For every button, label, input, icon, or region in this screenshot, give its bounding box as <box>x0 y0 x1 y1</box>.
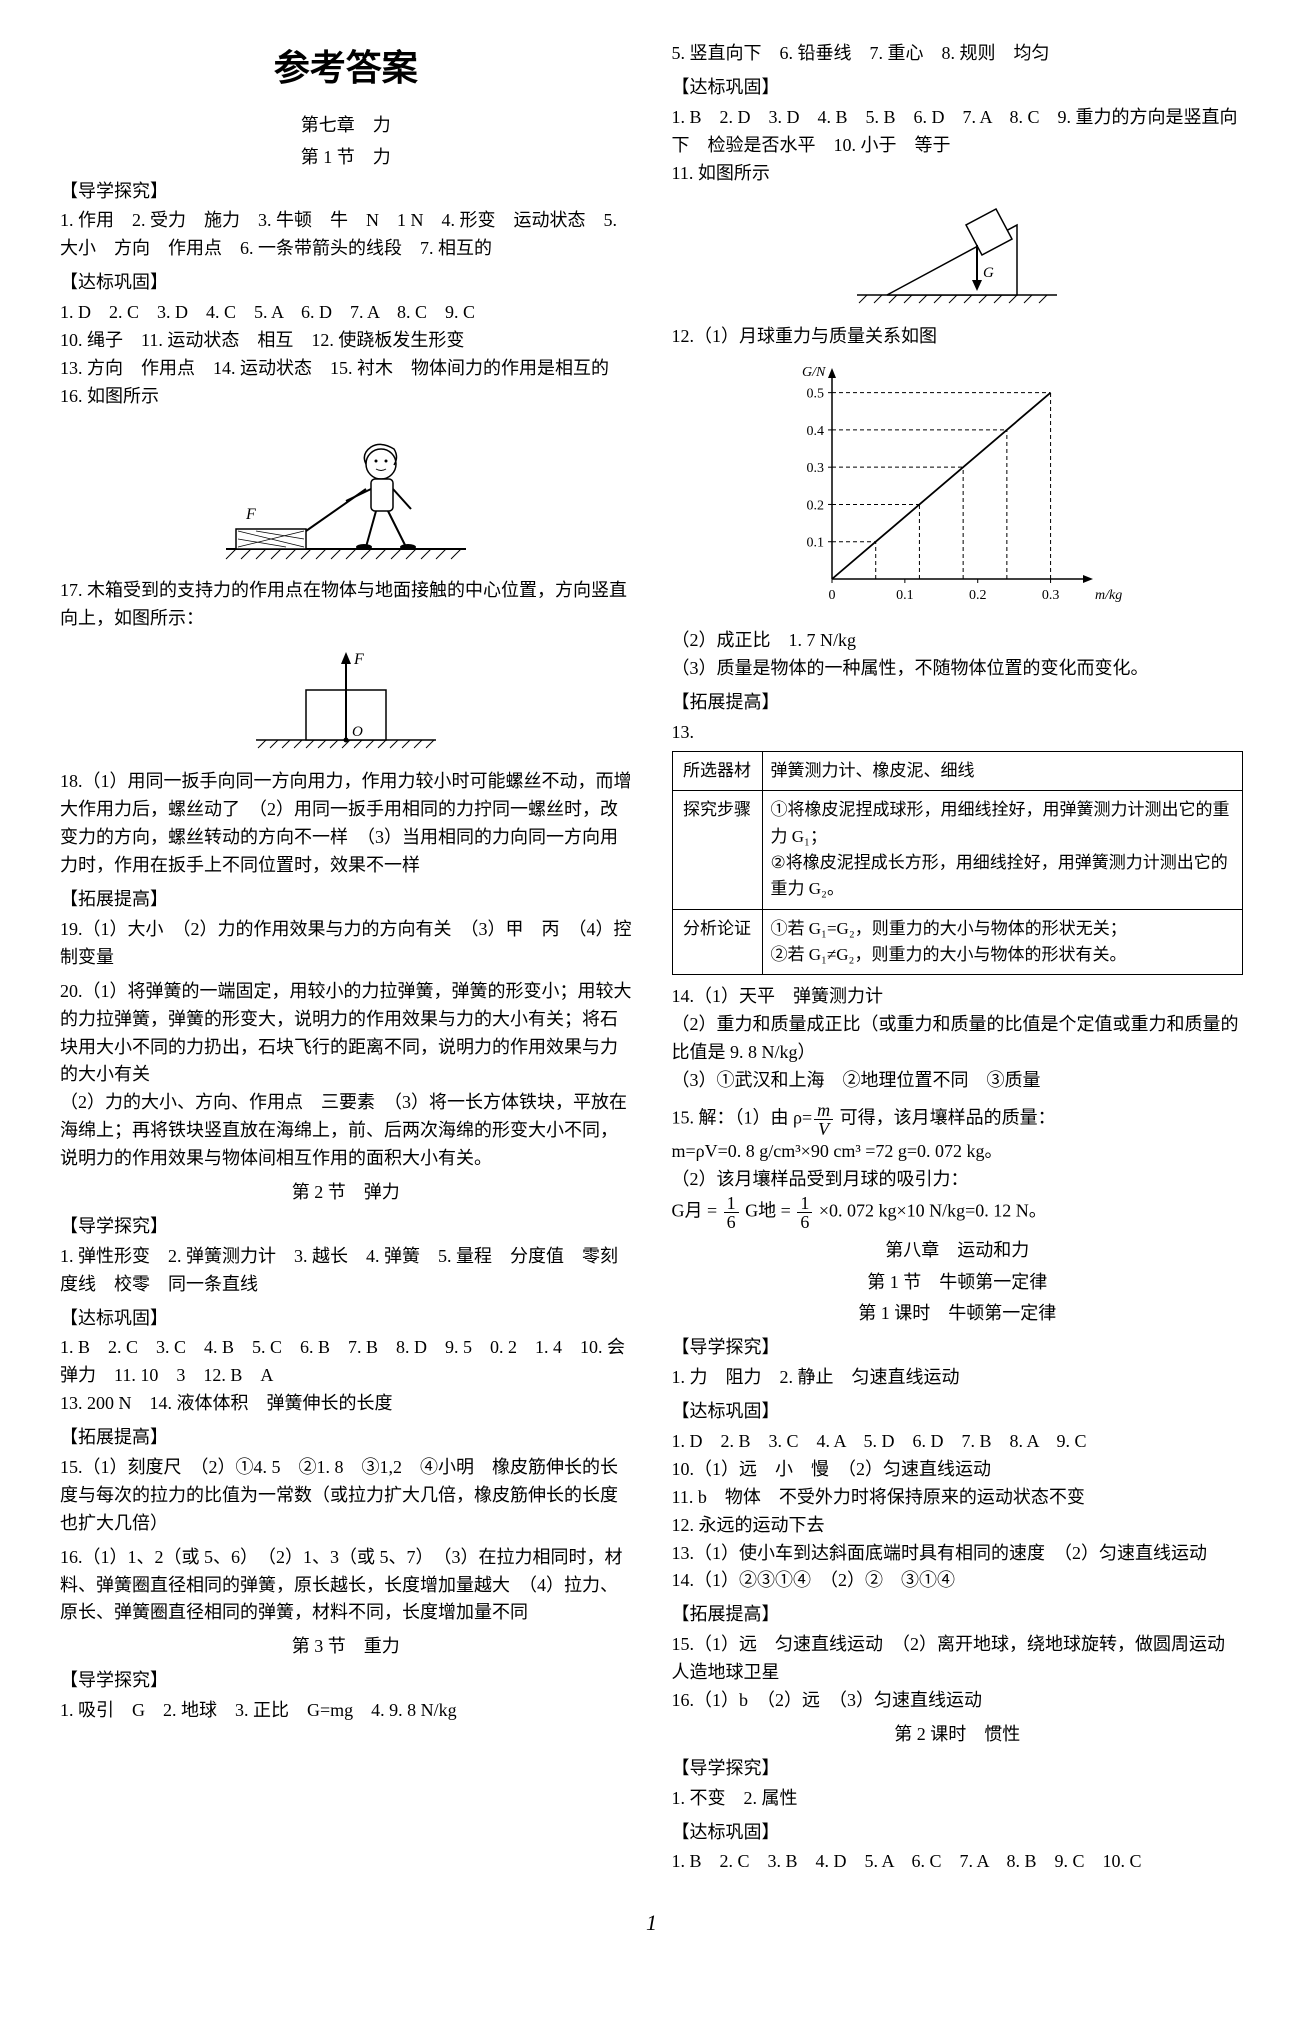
table-row: 探究步骤 ①将橡皮泥捏成球形，用细线拴好，用弹簧测力计测出它的重力 G₁； ②将… <box>672 791 1243 909</box>
table-row: 所选器材 弹簧测力计、橡皮泥、细线 <box>672 751 1243 790</box>
figure-q17: O F <box>60 640 632 760</box>
text-r-q12c: （3）质量是物体的一种属性，不随物体位置的变化而变化。 <box>672 655 1244 683</box>
heading-tztg-1: 【拓展提高】 <box>60 886 632 914</box>
cell-r1c2: 弹簧测力计、橡皮泥、细线 <box>762 751 1243 790</box>
text-dbgg-1b: 10. 绳子 11. 运动状态 相互 12. 使跷板发生形变 <box>60 327 632 355</box>
heading-r-dxtq3: 【导学探究】 <box>672 1755 1244 1783</box>
text-r-top: 5. 竖直向下 6. 铅垂线 7. 重心 8. 规则 均匀 <box>672 40 1244 68</box>
text-q17: 17. 木箱受到的支持力的作用点在物体与地面接触的中心位置，方向竖直向上，如图所… <box>60 577 632 633</box>
text-r-dbgg-a: 1. B 2. D 3. D 4. B 5. B 6. D 7. A 8. C … <box>672 104 1244 160</box>
text-r-dbgg2a: 1. D 2. B 3. C 4. A 5. D 6. D 7. B 8. A … <box>672 1428 1244 1456</box>
heading-tztg-2: 【拓展提高】 <box>60 1424 632 1452</box>
text-dbgg-1d: 16. 如图所示 <box>60 383 632 411</box>
moon-gravity-chart: 0.1 0.2 0.3 0.4 0.5 0 0.1 0.2 0.3 G/N m/kg <box>672 359 1244 619</box>
text-r-q13lbl: 13. <box>672 719 1244 747</box>
chapter-8-title: 第八章 运动和力 <box>672 1237 1244 1265</box>
text-r-dbgg2f: 14.（1）②③①④ （2）② ③①④ <box>672 1567 1244 1595</box>
text-r-q15d: G月 = 16 G地 = 16 ×0. 072 kg×10 N/kg=0. 12… <box>672 1194 1244 1231</box>
page-number: 1 <box>60 1876 1243 1940</box>
cell-r3c1: 分析论证 <box>672 909 762 975</box>
heading-dxtq-3: 【导学探究】 <box>60 1667 632 1695</box>
section-8-1-title: 第 1 节 牛顿第一定律 <box>672 1269 1244 1297</box>
svg-text:0.1: 0.1 <box>896 588 914 603</box>
text-r-dbgg2c: 11. b 物体 不受外力时将保持原来的运动状态不变 <box>672 1484 1244 1512</box>
svg-text:0.2: 0.2 <box>969 588 987 603</box>
heading-r-dbgg: 【达标巩固】 <box>672 74 1244 102</box>
svg-text:0.1: 0.1 <box>807 536 825 551</box>
text-r-dbgg2d: 12. 永远的运动下去 <box>672 1512 1244 1540</box>
text-dxtq-2: 1. 弹性形变 2. 弹簧测力计 3. 越长 4. 弹簧 5. 量程 分度值 零… <box>60 1243 632 1299</box>
heading-dbgg-2: 【达标巩固】 <box>60 1305 632 1333</box>
text-dbgg-2a: 1. B 2. C 3. C 4. B 5. C 6. B 7. B 8. D … <box>60 1334 632 1390</box>
text-r-q15b: m=ρV=0. 8 g/cm³×90 cm³ =72 g=0. 072 kg。 <box>672 1138 1244 1166</box>
text-dbgg-1c: 13. 方向 作用点 14. 运动状态 15. 衬木 物体间力的作用是相互的 <box>60 355 632 383</box>
left-column: 参考答案 第七章 力 第 1 节 力 【导学探究】 1. 作用 2. 受力 施力… <box>60 40 632 1876</box>
heading-r-tztg2: 【拓展提高】 <box>672 1601 1244 1629</box>
heading-dxtq-1: 【导学探究】 <box>60 178 632 206</box>
svg-text:0.3: 0.3 <box>807 462 825 477</box>
svg-text:0.2: 0.2 <box>807 499 825 514</box>
heading-r-tztg: 【拓展提高】 <box>672 689 1244 717</box>
text-r-q15c: （2）该月壤样品受到月球的吸引力： <box>672 1166 1244 1194</box>
text-q20a: 20.（1）将弹簧的一端固定，用较小的力拉弹簧，弹簧的形变小；用较大的力拉弹簧，… <box>60 978 632 1090</box>
heading-r-dbgg2: 【达标巩固】 <box>672 1398 1244 1426</box>
text-q19: 19.（1）大小 （2）力的作用效果与力的方向有关 （3）甲 丙 （4）控制变量 <box>60 916 632 972</box>
text-dxtq-3: 1. 吸引 G 2. 地球 3. 正比 G=mg 4. 9. 8 N/kg <box>60 1697 632 1725</box>
svg-text:0: 0 <box>829 588 836 603</box>
text-q16-s2: 16.（1）1、2（或 5、6） （2）1、3（或 5、7） （3）在拉力相同时… <box>60 1544 632 1628</box>
cell-r2c1: 探究步骤 <box>672 791 762 909</box>
text-r-dbgg2e: 13.（1）使小车到达斜面底端时具有相同的速度 （2）匀速直线运动 <box>672 1540 1244 1568</box>
heading-dbgg-1: 【达标巩固】 <box>60 269 632 297</box>
text-r-tztg2a: 15.（1）远 匀速直线运动 （2）离开地球，绕地球旋转，做圆周运动 人造地球卫… <box>672 1631 1244 1687</box>
figure-q11: G <box>672 195 1244 315</box>
cell-r3c2: ①若 G₁=G₂，则重力的大小与物体的形状无关； ②若 G₁≠G₂，则重力的大小… <box>762 909 1243 975</box>
table-q13: 所选器材 弹簧测力计、橡皮泥、细线 探究步骤 ①将橡皮泥捏成球形，用细线拴好，用… <box>672 751 1244 975</box>
svg-text:0.3: 0.3 <box>1042 588 1060 603</box>
svg-text:0.5: 0.5 <box>807 387 825 402</box>
figure-q16: F <box>60 419 632 569</box>
section-8-1-t2: 第 2 课时 惯性 <box>672 1721 1244 1749</box>
svg-text:0.4: 0.4 <box>807 424 825 439</box>
text-q18: 18.（1）用同一扳手向同一方向用力，作用力较小时可能螺丝不动，而增大作用力后，… <box>60 768 632 880</box>
section-7-3-title: 第 3 节 重力 <box>60 1633 632 1661</box>
heading-r-dbgg3: 【达标巩固】 <box>672 1819 1244 1847</box>
svg-text:O: O <box>352 724 363 740</box>
text-r-dbgg2b: 10.（1）远 小 慢 （2）匀速直线运动 <box>672 1456 1244 1484</box>
svg-text:m/kg: m/kg <box>1095 588 1122 603</box>
section-7-2-title: 第 2 节 弹力 <box>60 1179 632 1207</box>
cell-r2c2: ①将橡皮泥捏成球形，用细线拴好，用弹簧测力计测出它的重力 G₁； ②将橡皮泥捏成… <box>762 791 1243 909</box>
text-r-q14b: （2）重力和质量成正比（或重力和质量的比值是个定值或重力和质量的比值是 9. 8… <box>672 1011 1244 1067</box>
svg-text:F: F <box>353 651 364 668</box>
cell-r1c1: 所选器材 <box>672 751 762 790</box>
text-dxtq-1: 1. 作用 2. 受力 施力 3. 牛顿 牛 N 1 N 4. 形变 运动状态 … <box>60 207 632 263</box>
svg-text:F: F <box>245 506 256 523</box>
text-r-q15a: 15. 解：（1）由 ρ=mV 可得，该月壤样品的质量： <box>672 1101 1244 1138</box>
svg-text:G/N: G/N <box>802 365 826 380</box>
text-r-q12b: （2）成正比 1. 7 N/kg <box>672 627 1244 655</box>
section-8-1-t1: 第 1 课时 牛顿第一定律 <box>672 1300 1244 1328</box>
text-q15-s2: 15.（1）刻度尺 （2）①4. 5 ②1. 8 ③1,2 ④小明 橡皮筋伸长的… <box>60 1454 632 1538</box>
text-r-q14a: 14.（1）天平 弹簧测力计 <box>672 983 1244 1011</box>
text-r-q11: 11. 如图所示 <box>672 160 1244 188</box>
text-dbgg-1a: 1. D 2. C 3. D 4. C 5. A 6. D 7. A 8. C … <box>60 299 632 327</box>
heading-dxtq-2: 【导学探究】 <box>60 1213 632 1241</box>
text-dbgg-2b: 13. 200 N 14. 液体体积 弹簧伸长的长度 <box>60 1390 632 1418</box>
right-column: 5. 竖直向下 6. 铅垂线 7. 重心 8. 规则 均匀 【达标巩固】 1. … <box>672 40 1244 1876</box>
heading-r-dxtq2: 【导学探究】 <box>672 1334 1244 1362</box>
text-q20b: （2）力的大小、方向、作用点 三要素 （3）将一长方体铁块，平放在海绵上；再将铁… <box>60 1089 632 1173</box>
main-title: 参考答案 <box>60 40 632 96</box>
table-row: 分析论证 ①若 G₁=G₂，则重力的大小与物体的形状无关； ②若 G₁≠G₂，则… <box>672 909 1243 975</box>
text-r-q14c: （3）①武汉和上海 ②地理位置不同 ③质量 <box>672 1067 1244 1095</box>
text-r-dxtq2: 1. 力 阻力 2. 静止 匀速直线运动 <box>672 1364 1244 1392</box>
text-r-dxtq3: 1. 不变 2. 属性 <box>672 1785 1244 1813</box>
svg-text:G: G <box>983 265 994 281</box>
chapter-7-title: 第七章 力 <box>60 112 632 140</box>
text-r-tztg2b: 16.（1）b （2）远 （3）匀速直线运动 <box>672 1687 1244 1715</box>
text-r-dbgg3: 1. B 2. C 3. B 4. D 5. A 6. C 7. A 8. B … <box>672 1848 1244 1876</box>
text-r-q12h: 12.（1）月球重力与质量关系如图 <box>672 323 1244 351</box>
section-7-1-title: 第 1 节 力 <box>60 144 632 172</box>
